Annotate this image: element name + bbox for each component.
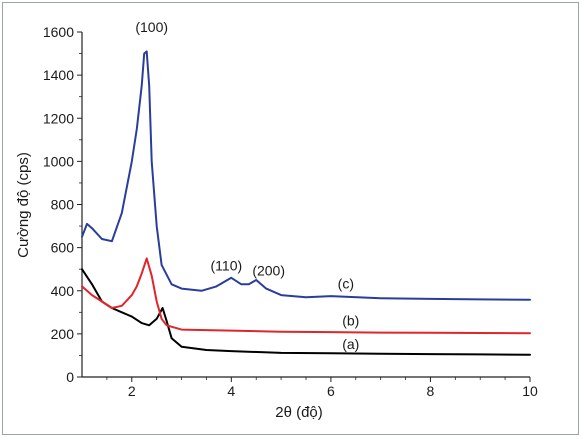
x-tick-label: 6 <box>327 383 335 399</box>
axes: 2 4 6 8 10 0 200 400 600 800 1000 1200 1400 1600 <box>43 24 538 399</box>
y-tick-label: 1600 <box>43 24 74 40</box>
x-tick-label: 8 <box>427 383 435 399</box>
y-tick-label: 1200 <box>43 110 74 126</box>
annotation-label: (200) <box>252 263 285 279</box>
series-line-0 <box>81 268 531 356</box>
series-lines <box>81 50 531 356</box>
annotation-label: (a) <box>342 336 359 352</box>
y-tick-label: 400 <box>51 283 75 299</box>
x-axis-label: 2θ (độ) <box>275 404 323 421</box>
y-axis-label: Cường độ (cps) <box>15 152 32 258</box>
y-tick-label: 600 <box>51 240 75 256</box>
y-tick-label: 0 <box>66 369 74 385</box>
x-tick-label: 2 <box>128 383 136 399</box>
y-tick-label: 800 <box>51 197 75 213</box>
annotation-label: (b) <box>342 312 359 328</box>
annotation-label: (110) <box>211 257 243 273</box>
annotation-label: (100) <box>135 19 168 35</box>
x-tick-label: 4 <box>227 383 235 399</box>
annotations: (100) (110) (200) (c) (b) (a) <box>135 19 359 352</box>
chart-frame <box>2 2 579 435</box>
y-tick-label: 200 <box>51 326 75 342</box>
annotation-label: (c) <box>338 276 354 292</box>
series-line-1 <box>81 257 531 335</box>
y-tick-label: 1000 <box>43 153 74 169</box>
y-tick-label: 1400 <box>43 67 74 83</box>
x-tick-label: 10 <box>522 383 538 399</box>
series-line-2 <box>81 50 531 301</box>
